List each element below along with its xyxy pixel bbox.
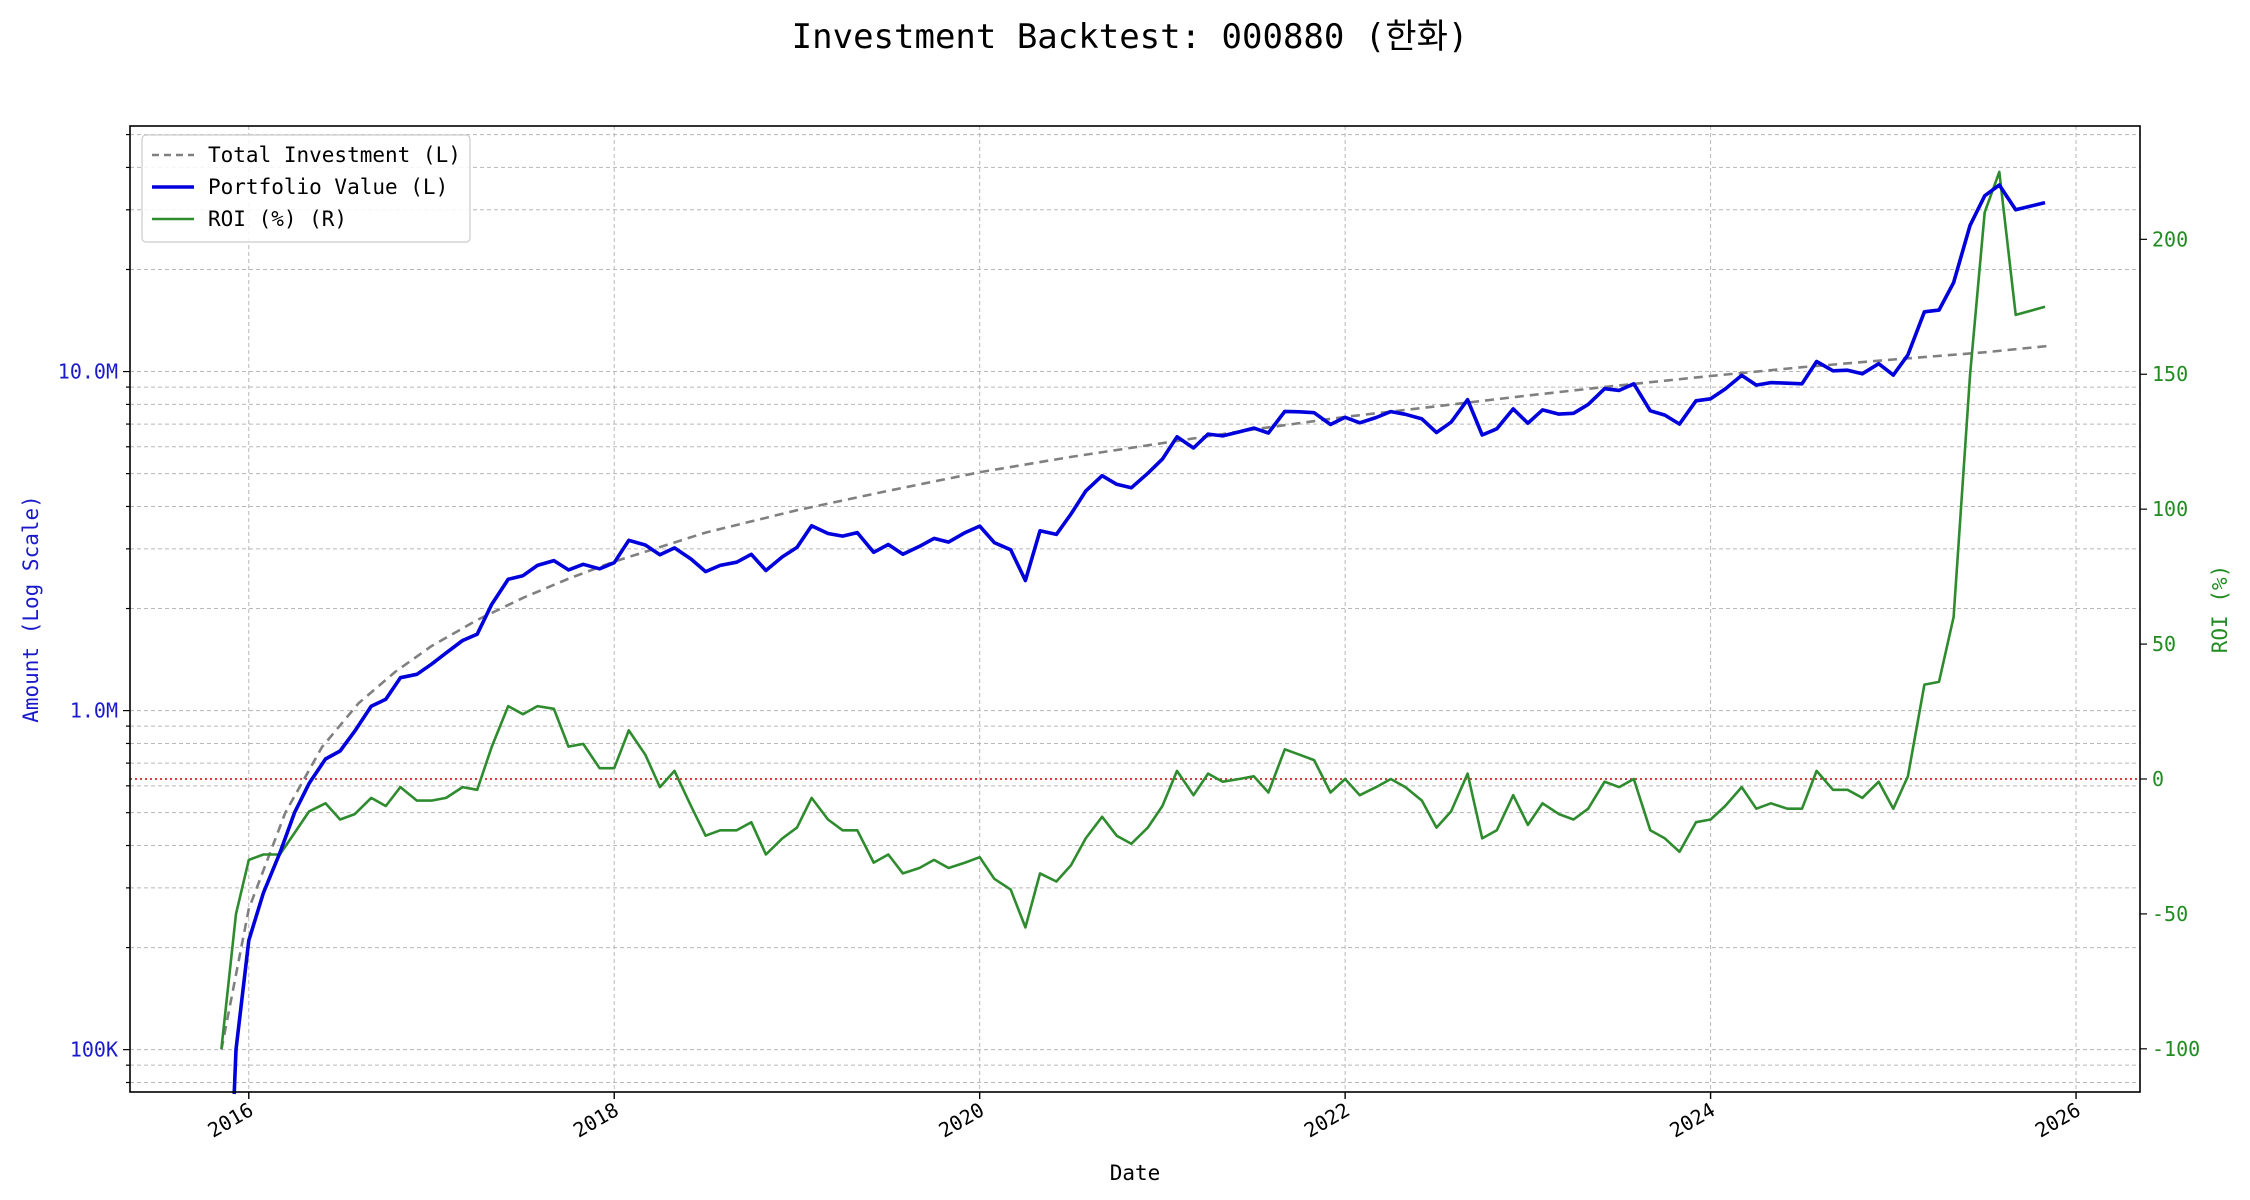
legend-label: ROI (%) (R) [208, 207, 347, 231]
x-tick-label: 2024 [1665, 1098, 1719, 1143]
legend-label: Total Investment (L) [208, 143, 461, 167]
legend-box [141, 134, 471, 243]
right-y-tick-label: 100 [2152, 497, 2188, 521]
x-tick-label: 2016 [204, 1098, 258, 1143]
right-y-tick-label: 200 [2152, 227, 2188, 251]
grid [130, 126, 2140, 1092]
total-investment-line [220, 344, 2049, 1050]
right-y-tick-label: 50 [2152, 632, 2176, 656]
legend: Total Investment (L) Portfolio Value (L) R… [141, 134, 471, 243]
x-tick-label: 2018 [569, 1098, 623, 1143]
left-y-tick-label: 100K [70, 1038, 118, 1062]
x-tick-label: 2026 [2031, 1098, 2085, 1143]
roi-line [220, 170, 2046, 1049]
right-y-tick-label: 0 [2152, 767, 2164, 791]
left-y-axis-label: Amount (Log Scale) [19, 495, 43, 723]
x-tick-label: 2022 [1300, 1098, 1354, 1143]
right-y-axis-label: ROI (%) [2208, 565, 2232, 654]
x-tick-label: 2020 [934, 1098, 988, 1143]
right-y-axis: -100 -50 0 50 100 150 200 [2140, 227, 2200, 1061]
legend-label: Portfolio Value (L) [208, 175, 448, 199]
right-y-tick-label: -50 [2152, 902, 2188, 926]
x-axis: 2016 2018 2020 2022 2024 2026 [204, 1092, 2085, 1142]
chart-title: Investment Backtest: 000880 (한화) [792, 17, 1469, 57]
portfolio-value-line [232, 183, 2046, 1095]
right-y-tick-label: -100 [2152, 1037, 2200, 1061]
left-y-tick-label: 1.0M [70, 699, 118, 723]
left-y-tick-label: 10.0M [58, 360, 118, 384]
left-y-axis: 100K 1.0M 10.0M [58, 133, 130, 1084]
x-axis-label: Date [1110, 1161, 1161, 1185]
series-layer [220, 170, 2049, 1095]
right-y-tick-label: 150 [2152, 362, 2188, 386]
